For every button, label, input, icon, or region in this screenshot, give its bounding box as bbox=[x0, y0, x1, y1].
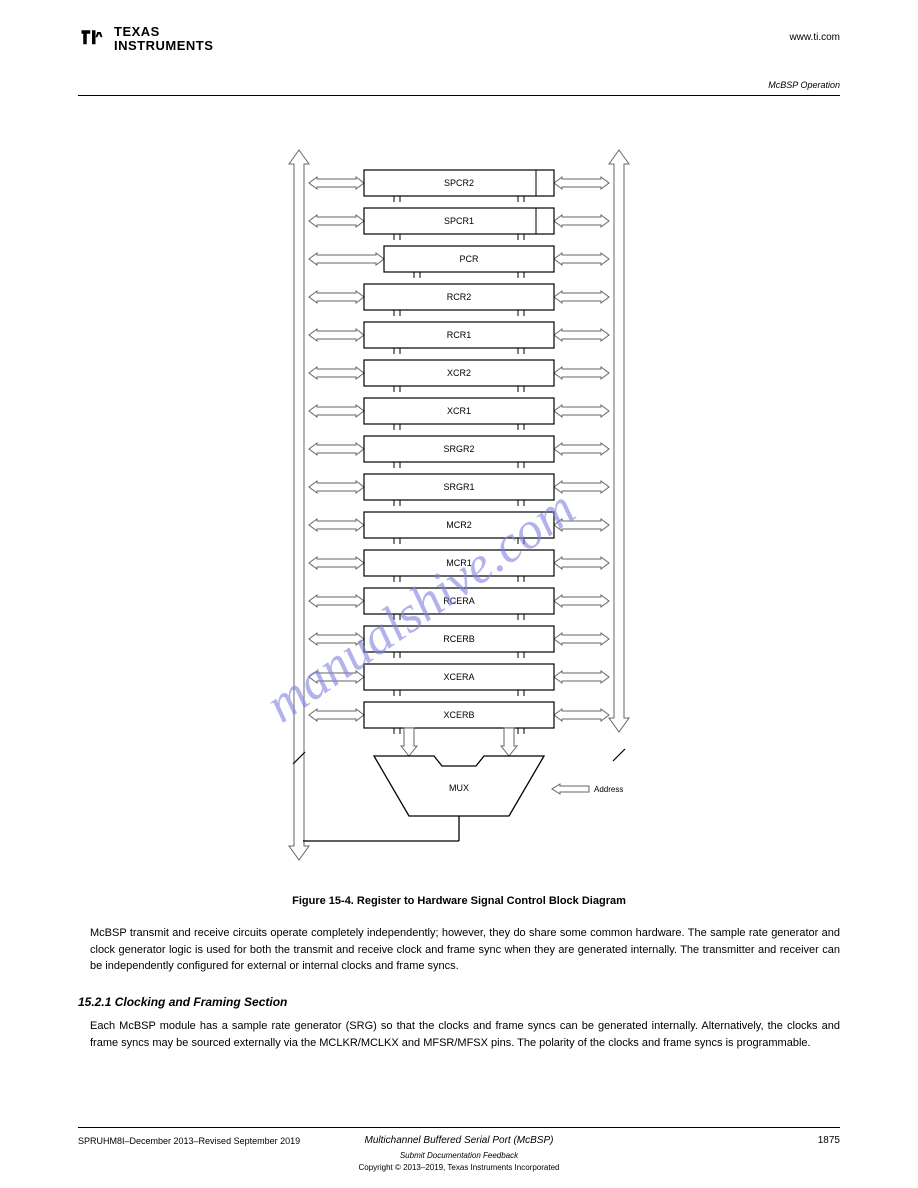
company-line2: INSTRUMENTS bbox=[114, 39, 213, 53]
header-rule bbox=[78, 95, 840, 96]
page-number: 1875 bbox=[818, 1135, 840, 1146]
footer-title: Multichannel Buffered Serial Port (McBSP… bbox=[0, 1135, 918, 1146]
svg-text:SRGR2: SRGR2 bbox=[443, 444, 474, 454]
svg-text:MUX: MUX bbox=[449, 783, 469, 793]
svg-text:XCR1: XCR1 bbox=[447, 406, 471, 416]
svg-text:Address: Address bbox=[594, 785, 623, 794]
svg-text:RCERB: RCERB bbox=[443, 634, 475, 644]
header-logo-block: TEXAS INSTRUMENTS bbox=[78, 25, 213, 54]
footer-feedback: Submit Documentation Feedback bbox=[0, 1151, 918, 1160]
ti-logo-icon bbox=[78, 25, 106, 53]
svg-text:RCERA: RCERA bbox=[443, 596, 475, 606]
svg-text:XCR2: XCR2 bbox=[447, 368, 471, 378]
footer-rule bbox=[78, 1127, 840, 1128]
block-diagram: SPCR2 SPCR1 PCR RCR2 RCR1 XCR2 XCR1 SRGR2 SRGR1 M… bbox=[269, 140, 649, 880]
svg-text:SPCR1: SPCR1 bbox=[444, 216, 474, 226]
paragraph: McBSP transmit and receive circuits oper… bbox=[90, 925, 840, 975]
svg-text:SRGR1: SRGR1 bbox=[443, 482, 474, 492]
svg-text:XCERB: XCERB bbox=[443, 710, 474, 720]
paragraph: Each McBSP module has a sample rate gene… bbox=[90, 1018, 840, 1051]
svg-text:MCR1: MCR1 bbox=[446, 558, 472, 568]
svg-text:MCR2: MCR2 bbox=[446, 520, 472, 530]
svg-text:PCR: PCR bbox=[459, 254, 479, 264]
svg-text:RCR1: RCR1 bbox=[447, 330, 472, 340]
company-name: TEXAS INSTRUMENTS bbox=[114, 25, 213, 54]
svg-text:XCERA: XCERA bbox=[443, 672, 474, 682]
figure-caption: Figure 15-4. Register to Hardware Signal… bbox=[0, 895, 918, 907]
svg-text:RCR2: RCR2 bbox=[447, 292, 472, 302]
svg-text:SPCR2: SPCR2 bbox=[444, 178, 474, 188]
section-heading: 15.2.1 Clocking and Framing Section bbox=[78, 995, 287, 1009]
header-url: www.ti.com bbox=[789, 32, 840, 43]
company-line1: TEXAS bbox=[114, 25, 213, 39]
footer-copyright: Copyright © 2013–2019, Texas Instruments… bbox=[0, 1163, 918, 1172]
header-section-label: McBSP Operation bbox=[768, 80, 840, 90]
